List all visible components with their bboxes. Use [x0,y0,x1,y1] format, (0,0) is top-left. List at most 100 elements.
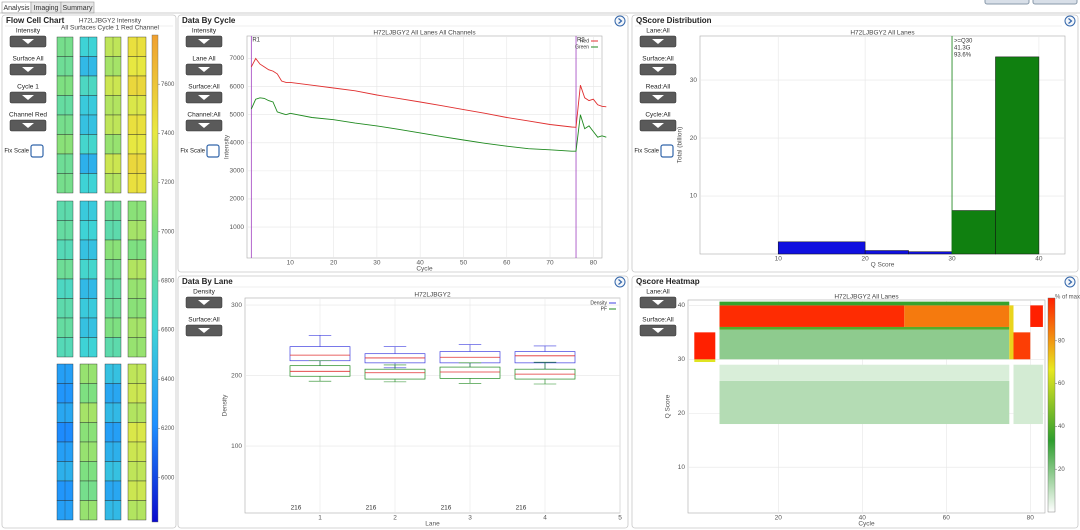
x-tick-label: 40 [1035,256,1043,263]
colorbar-tick-label: 6800 [161,279,175,285]
plot-area [244,297,621,514]
colorbar-tick-label: 60 [1058,381,1065,387]
checkbox[interactable] [660,144,674,158]
series-line [250,57,607,128]
chart-title: H72LJBGY2 Intensity [79,18,142,25]
colorbar-tick-label: 80 [1058,338,1065,344]
panel-title: Data By Lane [182,277,233,286]
x-tick-label: 20 [775,515,783,522]
y-tick-label: 3000 [230,168,245,175]
panel-title: Flow Cell Chart [6,16,65,25]
x-tick-label: 60 [943,515,951,522]
control-label: Lane All [192,56,216,63]
expand-icon [618,279,623,285]
expand-button[interactable] [614,276,626,288]
y-tick-label: 7000 [230,55,245,62]
x-tick-label: 3 [468,515,472,522]
expand-button[interactable] [1064,276,1076,288]
legend-label: Green [575,44,589,50]
x-tick-label: 80 [590,260,598,267]
heatmap-cell [1009,305,1014,360]
panel-title: Data By Cycle [182,16,236,25]
y-tick-label: 200 [231,372,242,379]
y-tick-label: 30 [678,356,686,363]
heatmap-cell [719,380,1010,425]
heatmap-cell [694,332,716,360]
dropdown-arrow [198,67,210,72]
panel-title: Qscore Heatmap [636,277,700,286]
legend-label: Red [580,38,589,44]
dropdown-arrow [22,123,34,128]
x-axis-label: Cycle [858,521,875,528]
q30-annotation: 93.6% [954,53,972,59]
x-tick-label: 60 [503,260,511,267]
dropdown-arrow [652,123,664,128]
colorbar-tick-label: 20 [1058,467,1065,473]
y-tick-label: 40 [678,302,686,309]
checkbox-label: Fix Scale [180,149,205,155]
control-label: Intensity [192,28,217,35]
dropdown-arrow [198,123,210,128]
control-label: Surface:All [188,317,220,324]
colorbar [1047,297,1056,513]
colorbar-tick-label: 6000 [161,475,175,481]
x-tick-label: 20 [330,260,338,267]
heatmap-cell [1013,332,1031,360]
control-label: Channel Red [9,112,47,119]
colorbar-tick-label: 7400 [161,131,175,137]
tab-label: Summary [63,5,93,12]
y-tick-label: 4000 [230,140,245,147]
colorbar-tick-label: 7200 [161,180,175,186]
histogram-bar [908,251,953,255]
histogram-bar [864,250,909,255]
x-tick-label: 4 [543,515,547,522]
dropdown-arrow [652,95,664,100]
heatmap-cell [719,301,1010,306]
control-label: Channel:All [187,112,221,119]
box [439,366,501,379]
heatmap-cell [1013,364,1043,425]
colorbar-label: % of max [1055,295,1080,301]
tile-count: 216 [441,505,452,512]
dropdown-arrow [198,300,210,305]
y-tick-label: 10 [690,193,698,200]
dropdown-arrow [198,328,210,333]
tile-count: 216 [291,505,302,512]
q30-annotation: 41.3G [954,46,971,52]
histogram-bar [951,210,996,255]
box [514,351,576,364]
checkbox[interactable] [30,144,44,158]
heatmap-cell [719,326,1010,330]
checkbox[interactable] [206,144,220,158]
x-tick-label: 10 [775,256,783,263]
y-axis-label: Q Score [665,394,672,418]
heatmap-cell [719,305,905,327]
expand-button[interactable] [614,15,626,27]
checkbox-label: Fix Scale [4,149,29,155]
window-button[interactable] [984,0,1030,5]
control-label: Lane:All [646,289,670,296]
y-tick-label: 100 [231,443,242,450]
tab-label: Imaging [34,5,59,12]
panel-title: QScore Distribution [636,16,712,25]
read-marker-label: R2 [577,38,585,44]
x-tick-label: 80 [1027,515,1035,522]
chart-title: H72LJBGY2 All Lanes All Channels [373,30,476,37]
dropdown-arrow [652,39,664,44]
x-tick-label: 2 [393,515,397,522]
y-axis-label: Intensity [224,134,231,159]
expand-button[interactable] [1064,15,1076,27]
dropdown-arrow [652,300,664,305]
x-tick-label: 20 [862,256,870,263]
y-axis-label: Total (billion) [677,127,684,164]
expand-icon [1068,279,1073,285]
x-tick-label: 1 [318,515,322,522]
x-axis-label: Cycle [416,266,433,273]
dropdown-arrow [22,95,34,100]
window-button[interactable] [1032,0,1078,5]
x-tick-label: 70 [546,260,554,267]
y-tick-label: 5000 [230,111,245,118]
x-axis-label: Q Score [871,262,895,269]
y-tick-label: 2000 [230,196,245,203]
